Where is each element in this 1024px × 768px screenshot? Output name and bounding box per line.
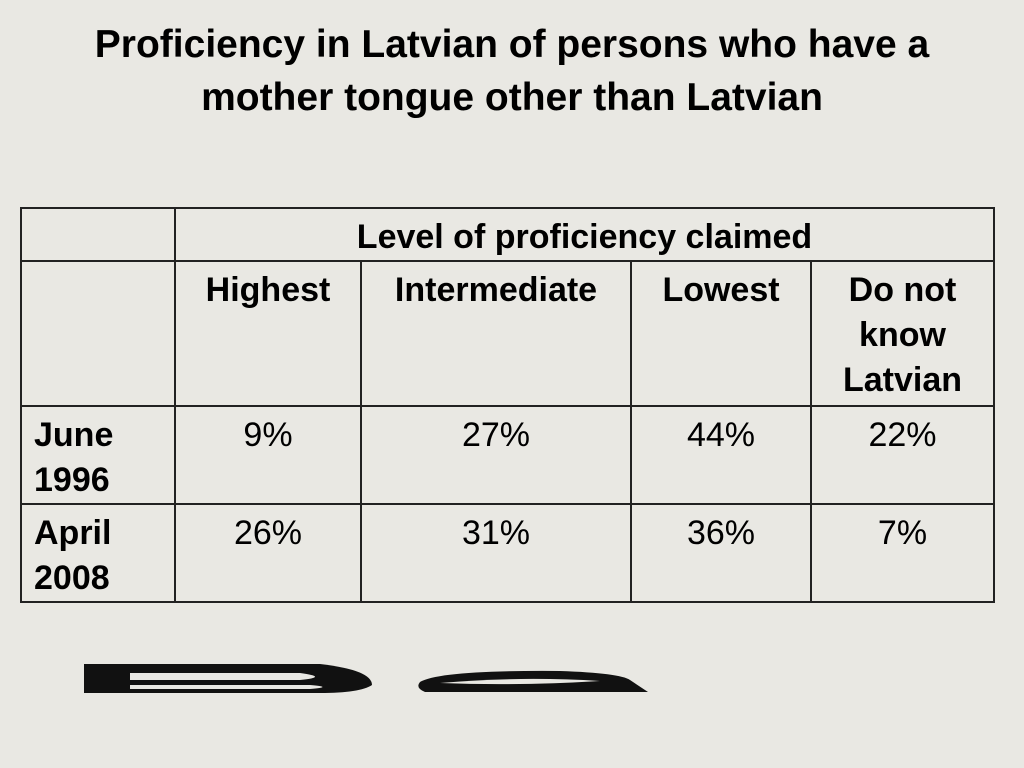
slide-title: Proficiency in Latvian of persons who ha… bbox=[94, 23, 930, 119]
decoration bbox=[84, 664, 648, 693]
row-label: April 2008 bbox=[20, 503, 176, 603]
deco-shape bbox=[440, 678, 600, 685]
column-header: Intermediate bbox=[360, 260, 632, 407]
cell-value: 26% bbox=[174, 503, 362, 603]
cell-value: 9% bbox=[174, 405, 362, 505]
proficiency-table: Level of proficiency claimed Highest Int… bbox=[20, 207, 995, 603]
cell-value: 7% bbox=[810, 503, 995, 603]
group-header: Level of proficiency claimed bbox=[174, 207, 995, 262]
cell-value: 27% bbox=[360, 405, 632, 505]
column-header: Highest bbox=[174, 260, 362, 407]
column-header: Lowest bbox=[630, 260, 812, 407]
cell-value: 44% bbox=[630, 405, 812, 505]
empty-cell bbox=[20, 207, 176, 262]
cell-value: 31% bbox=[360, 503, 632, 603]
cell-value: 36% bbox=[630, 503, 812, 603]
cell-value: 22% bbox=[810, 405, 995, 505]
deco-shape bbox=[130, 673, 323, 689]
empty-cell bbox=[20, 260, 176, 407]
row-label: June 1996 bbox=[20, 405, 176, 505]
column-header: Do not know Latvian bbox=[810, 260, 995, 407]
